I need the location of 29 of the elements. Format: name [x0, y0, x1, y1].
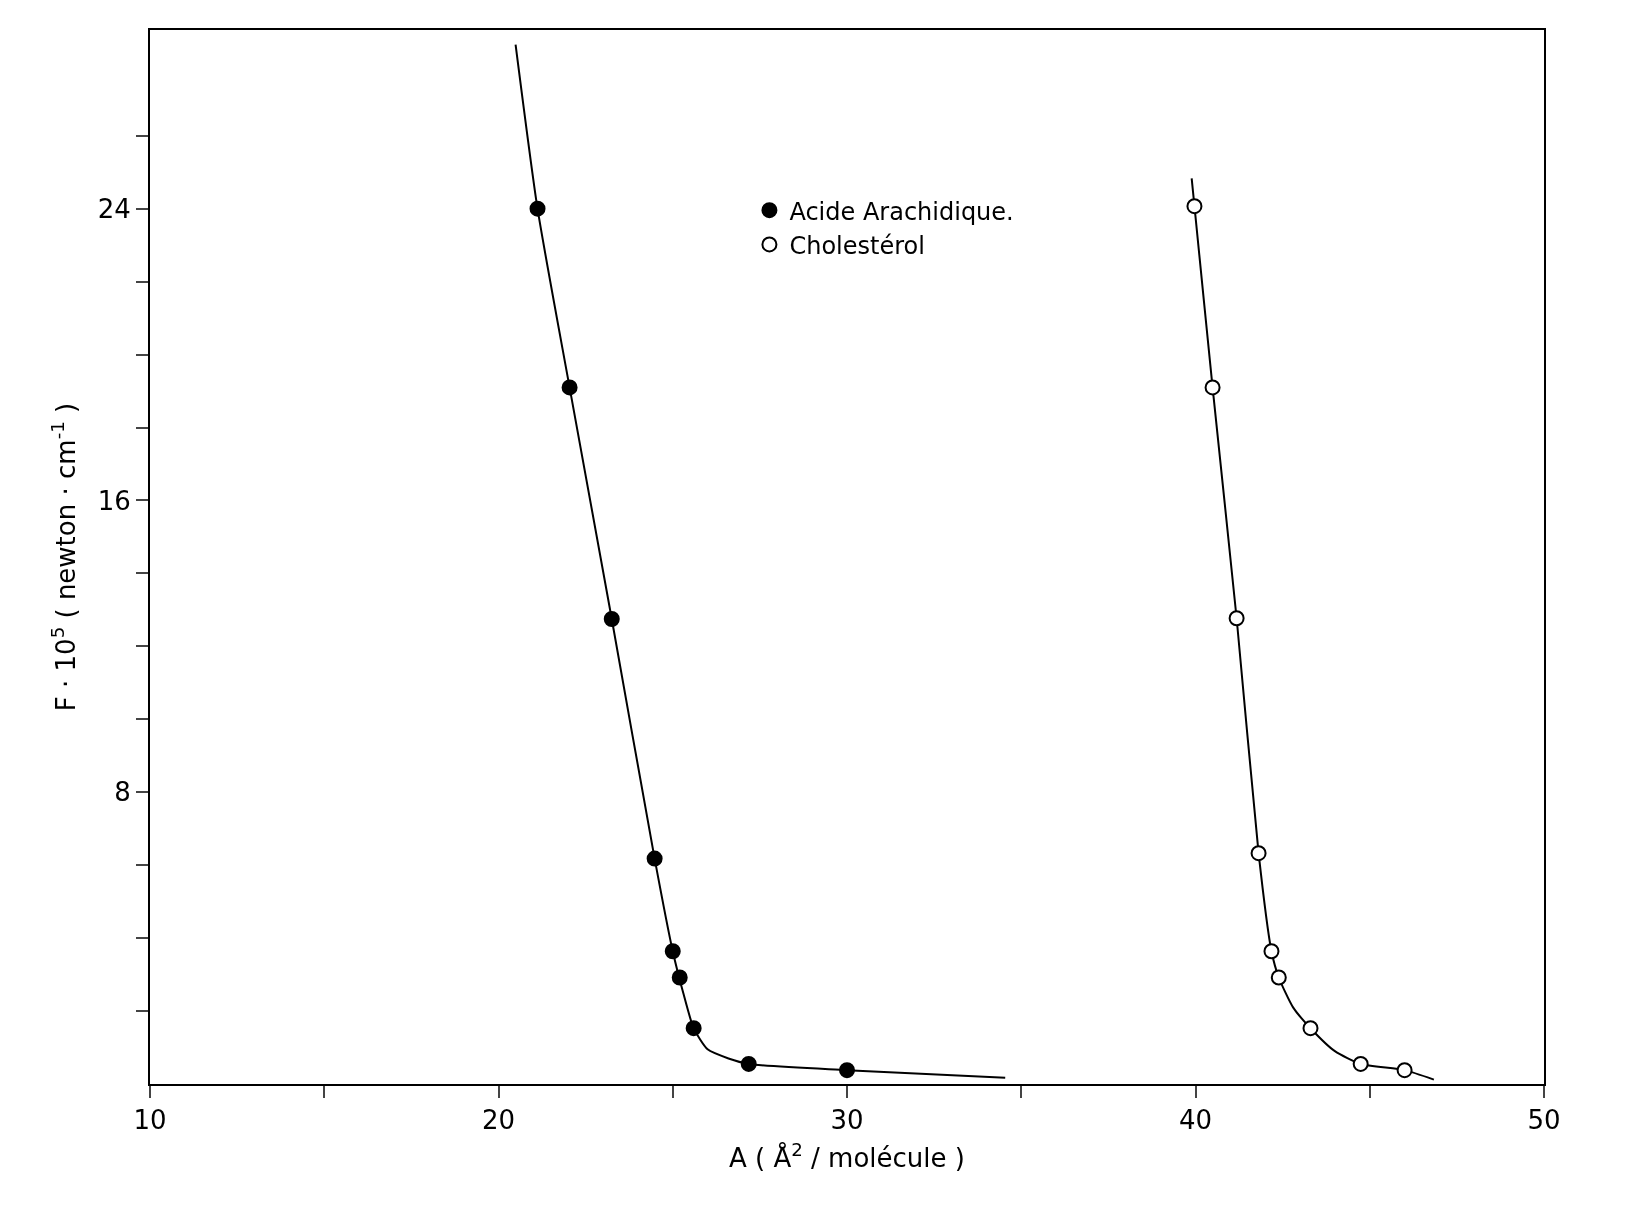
y-tick-label: 16 [97, 485, 131, 516]
point [671, 969, 688, 986]
point [529, 200, 546, 217]
point [1204, 379, 1221, 396]
x-tick-label: 40 [1178, 1105, 1213, 1136]
y-tick-label: 24 [97, 193, 131, 224]
point [1250, 845, 1267, 862]
point [1352, 1055, 1369, 1072]
point [1263, 943, 1280, 960]
x-tick-label: 10 [133, 1105, 167, 1136]
legend-label: Cholestérol [789, 231, 925, 260]
x-tick-label: 50 [1527, 1105, 1561, 1136]
point [646, 850, 663, 867]
point [603, 611, 620, 627]
x-tick-label: 30 [830, 1105, 864, 1136]
x-axis-title: A ( Å$^{2}$ / molécule ) [729, 1139, 965, 1174]
point [664, 943, 681, 960]
legend-label: Acide Arachidique. [789, 197, 1014, 226]
point [1228, 610, 1245, 627]
point [1396, 1062, 1413, 1079]
point [685, 1020, 702, 1037]
point [1270, 969, 1287, 986]
point [561, 379, 578, 396]
point [740, 1055, 757, 1072]
x-tick-label: 20 [481, 1105, 516, 1136]
point [1302, 1020, 1319, 1037]
y-tick-label: 8 [114, 777, 131, 808]
point [839, 1062, 855, 1079]
point [1186, 198, 1203, 215]
